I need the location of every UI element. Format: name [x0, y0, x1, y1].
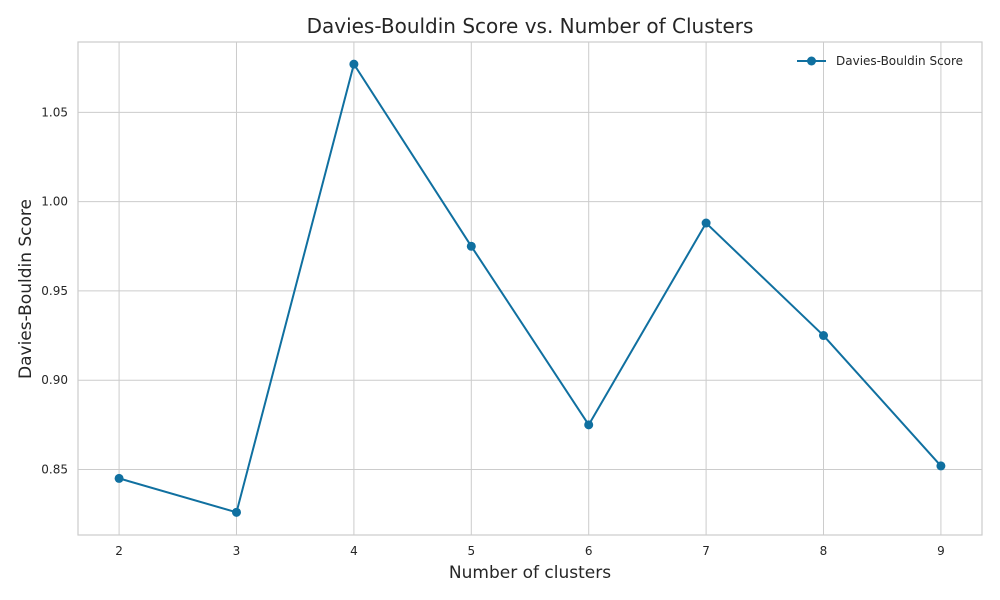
data-point	[114, 473, 124, 483]
y-tick-label: 0.85	[41, 462, 68, 476]
data-point	[701, 218, 711, 228]
data-point	[819, 331, 829, 341]
data-point	[584, 420, 594, 430]
legend-label: Davies-Bouldin Score	[836, 54, 963, 68]
x-tick-label: 5	[467, 544, 475, 558]
data-point	[349, 59, 359, 69]
x-tick-label: 3	[233, 544, 241, 558]
plot-area	[77, 41, 983, 536]
legend: Davies-Bouldin Score	[797, 54, 963, 68]
chart-title: Davies-Bouldin Score vs. Number of Clust…	[307, 14, 754, 38]
data-point	[231, 507, 241, 517]
x-tick-label: 9	[937, 544, 945, 558]
series-layer	[114, 59, 946, 517]
x-tick-label: 4	[350, 544, 358, 558]
y-tick-label: 1.05	[41, 105, 68, 119]
data-point	[936, 461, 946, 471]
x-tick-label: 2	[115, 544, 123, 558]
y-tick-label: 0.90	[41, 373, 68, 387]
legend-marker	[807, 56, 816, 66]
data-point	[466, 241, 476, 251]
grid-lines	[78, 42, 982, 535]
x-tick-label: 8	[820, 544, 828, 558]
x-tick-label: 7	[702, 544, 710, 558]
y-axis-label: Davies-Bouldin Score	[16, 199, 36, 379]
y-tick-label: 0.95	[41, 284, 68, 298]
x-axis-ticks: 2 3 4 5 6 7 8 9	[115, 544, 944, 558]
series-line	[118, 63, 942, 514]
x-tick-label: 6	[585, 544, 593, 558]
y-axis-ticks: 0.85 0.90 0.95 1.00 1.05	[41, 105, 68, 476]
x-axis-label: Number of clusters	[449, 563, 611, 583]
y-tick-label: 1.00	[41, 195, 68, 209]
